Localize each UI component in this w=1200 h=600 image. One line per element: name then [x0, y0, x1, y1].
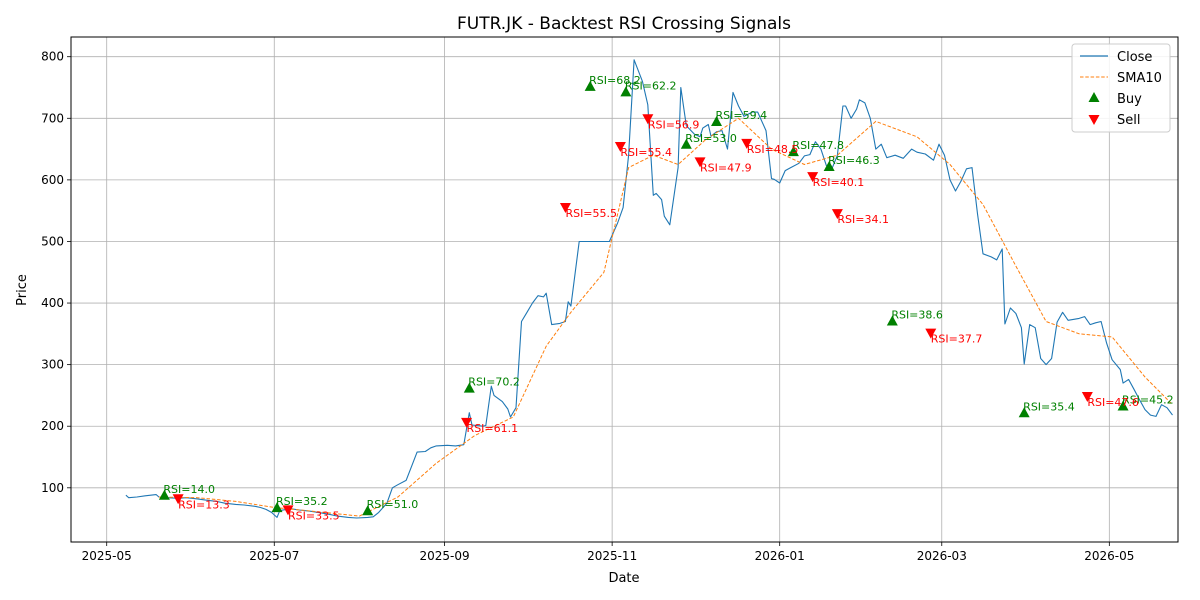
legend-label: SMA10	[1117, 71, 1162, 86]
buy-marker	[680, 138, 692, 149]
buy-marker	[584, 80, 596, 91]
y-tick-label: 400	[41, 296, 64, 310]
y-tick-label: 700	[41, 111, 64, 125]
x-tick-label: 2026-03	[917, 549, 967, 563]
y-tick-label: 600	[41, 173, 64, 187]
plot-area: RSI=14.0 RSI=35.2 RSI=51.0 RSI=70.2 RSI=68.2…	[125, 59, 1174, 522]
buy-marker	[620, 86, 632, 97]
legend-label: Buy	[1117, 92, 1142, 107]
buy-label: RSI=14.0	[163, 483, 215, 496]
buy-marker	[463, 382, 475, 393]
x-tick-label: 2026-01	[755, 549, 805, 563]
sell-label: RSI=13.3	[178, 498, 230, 511]
sell-marker	[807, 172, 819, 183]
sell-marker	[172, 494, 184, 505]
x-tick-label: 2025-09	[420, 549, 470, 563]
plot-frame	[70, 36, 1179, 543]
x-tick-label: 2025-05	[82, 549, 132, 563]
legend-box	[1071, 43, 1171, 133]
buy-label: RSI=45.2	[1122, 394, 1174, 407]
buy-label: RSI=46.3	[828, 154, 880, 167]
y-tick-label: 100	[41, 481, 64, 495]
buy-label: RSI=35.4	[1023, 400, 1075, 413]
legend-swatch-buy	[1088, 92, 1100, 102]
buy-label: RSI=68.2	[589, 74, 641, 87]
sell-label: RSI=33.5	[288, 509, 340, 522]
buy-label: RSI=53.0	[685, 132, 737, 145]
sell-marker	[282, 505, 294, 516]
buy-marker	[1018, 407, 1030, 418]
x-axis-label: Date	[608, 571, 639, 586]
sell-label: RSI=55.4	[620, 146, 672, 159]
sell-label: RSI=48.5	[747, 143, 799, 156]
buy-marker	[1117, 400, 1129, 411]
x-tick-label: 2025-07	[249, 549, 299, 563]
legend-swatch-sell	[1088, 115, 1100, 125]
buy-label: RSI=70.2	[468, 376, 520, 389]
buy-marker	[711, 115, 723, 126]
buy-label: RSI=35.2	[276, 495, 328, 508]
sell-label: RSI=34.1	[837, 213, 889, 226]
y-axis-ticks: 100 200 300 400 500 600 700 800	[41, 50, 71, 495]
grid	[71, 37, 1178, 542]
sell-label: RSI=47.9	[700, 161, 752, 174]
y-axis-label: Price	[15, 274, 30, 306]
buy-marker	[158, 489, 170, 500]
buy-label: RSI=51.0	[367, 498, 419, 511]
y-tick-label: 800	[41, 50, 64, 64]
sell-label: RSI=61.1	[467, 422, 519, 435]
buy-marker	[823, 160, 835, 171]
legend-label: Close	[1117, 50, 1152, 65]
y-tick-label: 300	[41, 358, 64, 372]
legend-label: Sell	[1117, 113, 1140, 128]
buy-label: RSI=59.4	[716, 109, 768, 122]
legend: Close SMA10 Buy Sell	[1071, 43, 1171, 133]
sell-label: RSI=56.9	[648, 118, 700, 131]
x-axis-ticks: 2025-05 2025-07 2025-09 2025-11 2026-01 2026-…	[82, 542, 1134, 563]
buy-label: RSI=47.8	[792, 139, 844, 152]
sell-marker	[741, 138, 753, 149]
buy-marker	[271, 502, 283, 513]
sell-marker	[614, 142, 626, 153]
sell-marker	[642, 114, 654, 125]
y-tick-label: 500	[41, 234, 64, 248]
sell-label: RSI=37.7	[931, 333, 983, 346]
sell-marker	[694, 157, 706, 168]
sell-marker	[925, 328, 937, 339]
x-tick-label: 2025-11	[587, 549, 637, 563]
x-tick-label: 2026-05	[1084, 549, 1134, 563]
buy-marker	[886, 315, 898, 326]
buy-label: RSI=62.2	[625, 79, 677, 92]
series-sma10	[158, 117, 1173, 517]
chart-title: FUTR.JK - Backtest RSI Crossing Signals	[457, 14, 791, 34]
sell-label: RSI=40.1	[813, 176, 865, 189]
sell-marker	[831, 209, 843, 220]
sell-label: RSI=55.5	[565, 207, 617, 220]
buy-label: RSI=38.6	[891, 309, 943, 322]
buy-marker	[787, 146, 799, 157]
sell-label: RSI=47.6	[1087, 396, 1139, 409]
y-tick-label: 200	[41, 419, 64, 433]
buy-marker	[362, 505, 374, 516]
sell-marker	[1081, 392, 1093, 403]
sell-marker	[461, 417, 473, 428]
series-close	[125, 59, 1173, 519]
sell-marker	[559, 202, 571, 213]
